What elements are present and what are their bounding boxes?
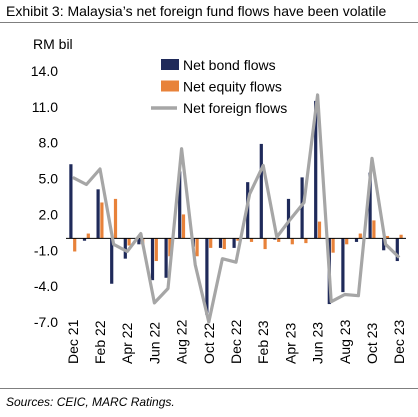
equity-flow-bar — [317, 221, 322, 239]
bond-flow-bar — [123, 238, 127, 259]
x-tick-label: Oct 22 — [201, 323, 217, 364]
bond-flow-bar — [178, 171, 182, 239]
equity-flow-bar — [290, 238, 294, 245]
x-tick-label: Feb 23 — [255, 320, 271, 364]
y-tick-label: -7.0 — [34, 314, 58, 330]
y-tick-label: -4.0 — [34, 278, 58, 294]
bond-flow-bar — [150, 238, 155, 281]
bond-flow-bar — [69, 164, 73, 239]
x-tick-label: Dec 21 — [65, 319, 81, 364]
bond-flow-bar — [341, 238, 345, 293]
x-tick-label: Aug 22 — [174, 319, 190, 364]
legend-swatch — [161, 80, 179, 92]
equity-flow-bar — [127, 238, 131, 246]
fund-flows-chart: RM bil 14.0 11.0 8.0 5.0 2.0 -1.0 -4.0 -7.0 Dec 2… — [31, 36, 407, 364]
equity-flow-bar — [236, 238, 240, 241]
legend-entry: Net foreign flows — [183, 100, 287, 116]
equity-flow-bar — [154, 238, 158, 262]
bond-flow-bar — [368, 172, 372, 239]
x-tick-label: Feb 22 — [92, 320, 108, 364]
title-divider — [0, 22, 418, 23]
equity-flow-bar — [195, 238, 199, 257]
bond-flow-bar — [205, 238, 209, 315]
x-tick-label: Dec 22 — [228, 319, 244, 364]
equity-flow-bar — [331, 238, 335, 253]
bond-flow-bar — [286, 198, 291, 239]
equity-flow-bar — [100, 202, 104, 239]
equity-flow-bar — [209, 238, 213, 248]
bond-flow-bar — [110, 238, 114, 284]
equity-flow-bar — [399, 234, 403, 239]
y-tick-label: 8.0 — [39, 135, 59, 151]
bond-flow-bar — [232, 238, 236, 248]
equity-flow-bar — [385, 235, 390, 239]
bond-flow-bar — [273, 238, 277, 240]
bond-flow-bar — [300, 177, 304, 239]
x-tick-label: Jun 22 — [146, 322, 162, 364]
equity-flow-bar — [86, 233, 90, 239]
net-foreign-flows-line — [72, 93, 401, 324]
bond-flow-bar — [82, 238, 87, 241]
equity-flow-bar — [263, 238, 267, 250]
equity-flow-bar — [372, 220, 376, 239]
y-tick-label: 14.0 — [31, 63, 58, 79]
y-tick-label: -1.0 — [34, 242, 58, 258]
bond-flow-bar — [314, 100, 318, 239]
bond-flow-bar — [395, 238, 399, 262]
legend-entry: Net bond flows — [183, 57, 276, 73]
x-tick-label: Apr 22 — [119, 323, 135, 364]
equity-flow-bar — [249, 238, 254, 242]
y-tick-label: 5.0 — [39, 171, 59, 187]
x-tick-label: Jun 23 — [310, 322, 326, 364]
exhibit-title: Exhibit 3: Malaysia’s net foreign fund f… — [6, 3, 387, 19]
equity-flow-bar — [222, 238, 226, 250]
equity-flow-bar — [113, 198, 118, 239]
x-tick-label: Dec 23 — [391, 319, 407, 364]
equity-flow-bar — [304, 238, 308, 244]
bond-flow-bar — [259, 143, 263, 239]
y-axis-label: RM bil — [33, 36, 73, 52]
bond-flow-bar — [354, 238, 359, 242]
y-tick-label: 2.0 — [39, 206, 59, 222]
equity-flow-bar — [277, 238, 281, 242]
equity-flow-bar — [358, 233, 362, 239]
y-tick-label: 11.0 — [32, 99, 58, 115]
equity-flow-bar — [73, 238, 77, 252]
x-tick-label: Aug 23 — [337, 319, 353, 364]
bond-flow-bar — [218, 238, 223, 248]
legend-swatch — [161, 59, 179, 70]
equity-flow-bar — [345, 238, 349, 245]
equity-flow-bar — [181, 214, 186, 239]
bottom-divider — [0, 388, 418, 389]
bond-flow-bar — [382, 238, 386, 251]
bond-flow-bar — [164, 238, 168, 278]
x-tick-label: Apr 23 — [282, 323, 298, 364]
bond-flow-bar — [96, 189, 100, 239]
bond-flow-bar — [137, 238, 141, 245]
x-tick-label: Oct 23 — [364, 323, 380, 364]
legend-entry: Net equity flows — [183, 79, 282, 95]
equity-flow-bar — [168, 238, 172, 257]
source-note: Sources: CEIC, MARC Ratings. — [6, 395, 175, 409]
